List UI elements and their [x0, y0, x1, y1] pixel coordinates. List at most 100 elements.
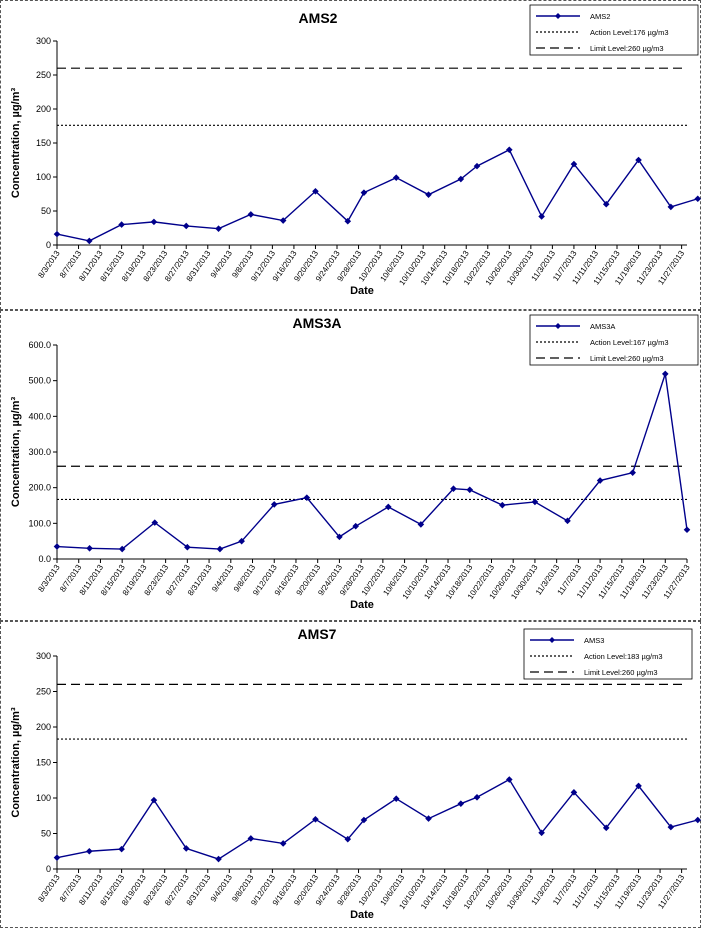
y-tick-label: 100.0: [28, 518, 51, 528]
data-point-marker: [216, 545, 224, 553]
data-point-marker: [457, 800, 465, 807]
legend-entry-label: Limit Level:260 µg/m3: [584, 668, 658, 677]
y-axis-label: Concentration, µg/m³: [10, 88, 22, 199]
data-point-marker: [538, 829, 545, 837]
data-point-marker: [499, 501, 506, 509]
data-point-marker: [635, 782, 642, 790]
y-tick-label: 0: [46, 864, 51, 874]
legend-entry-label: Action Level:176 µg/m3: [590, 28, 669, 37]
data-point-marker: [118, 545, 126, 553]
data-point-marker: [53, 543, 61, 550]
y-tick-label: 150: [36, 758, 51, 768]
chart-panel-ams2: AMS2 0 50 100 150 200 250 300 8/3/2013 8/7/2013 8/…: [0, 0, 701, 310]
legend-entry-label: AMS3A: [590, 322, 615, 331]
y-tick-label: 100: [36, 172, 51, 182]
data-point-marker: [182, 222, 190, 230]
data-point-marker: [506, 146, 513, 154]
data-point-marker: [238, 537, 245, 545]
series-line: [56, 778, 698, 860]
data-point-marker: [279, 840, 287, 847]
data-point-marker: [596, 477, 604, 484]
y-tick-label: 500.0: [28, 376, 51, 386]
y-axis-label: Concentration, µg/m³: [10, 397, 22, 508]
chart-title: AMS2: [299, 10, 338, 26]
data-point-marker: [425, 815, 432, 822]
data-point-marker: [694, 816, 701, 824]
data-point-marker: [270, 501, 278, 508]
chart-ams2: AMS20501001502002503008/3/20138/7/20138/…: [10, 4, 701, 297]
x-axis-label: Date: [350, 909, 374, 921]
data-point-marker: [417, 521, 425, 528]
y-tick-label: 250: [36, 70, 51, 80]
data-point-marker: [466, 486, 474, 494]
chart-title: AMS3A: [292, 315, 341, 331]
data-point-marker: [247, 835, 255, 842]
legend-entry-label: Action Level:167 µg/m3: [590, 338, 669, 347]
legend-entry-label: Action Level:183 µg/m3: [584, 652, 663, 661]
data-point-marker: [360, 189, 368, 196]
y-tick-label: 0.0: [38, 554, 51, 564]
y-tick-label: 200: [36, 104, 51, 114]
x-axis-label: Date: [350, 599, 374, 611]
legend-entry-label: Limit Level:260 µg/m3: [590, 44, 664, 53]
x-axis-label: Date: [350, 285, 374, 297]
y-tick-label: 600.0: [28, 340, 51, 350]
legend-marker: [555, 13, 561, 19]
y-tick-label: 300.0: [28, 447, 51, 457]
y-tick-label: 200: [36, 722, 51, 732]
data-point-marker: [279, 217, 287, 224]
y-tick-label: 50: [41, 206, 51, 216]
data-point-marker: [425, 191, 432, 198]
y-tick-label: 300: [36, 651, 51, 661]
data-point-marker: [457, 175, 465, 183]
y-tick-label: 250: [36, 687, 51, 697]
data-point-marker: [303, 494, 311, 501]
y-tick-label: 0: [46, 240, 51, 250]
legend-entry-label: Limit Level:260 µg/m3: [590, 354, 664, 363]
chart-ams7: AMS70501001502002503008/3/20138/7/20138/…: [10, 626, 701, 921]
chart-panel-ams7: AMS7 0 50 100 150 200 250 300 8/3/2013 8/7/2013 8/…: [0, 621, 701, 928]
chart-title: AMS7: [298, 626, 337, 642]
y-tick-label: 100: [36, 793, 51, 803]
y-tick-label: 200.0: [28, 483, 51, 493]
series-line: [56, 373, 688, 550]
data-point-marker: [473, 162, 481, 170]
data-point-marker: [629, 469, 636, 476]
y-tick-label: 400.0: [28, 411, 51, 421]
data-point-marker: [182, 845, 190, 852]
y-tick-label: 50: [41, 829, 51, 839]
data-point-marker: [667, 823, 675, 831]
data-point-marker: [635, 156, 642, 164]
data-point-marker: [215, 225, 222, 232]
data-point-marker: [531, 498, 539, 506]
data-point-marker: [86, 545, 93, 552]
data-point-marker: [247, 211, 255, 218]
data-point-marker: [392, 174, 400, 181]
data-point-marker: [661, 370, 669, 378]
data-point-marker: [336, 533, 343, 541]
data-point-marker: [570, 160, 578, 168]
data-point-marker: [352, 522, 360, 530]
data-point-marker: [602, 824, 610, 832]
data-point-marker: [344, 217, 352, 225]
data-point-marker: [312, 187, 319, 195]
data-point-marker: [694, 195, 701, 203]
legend-entry-label: AMS3: [584, 636, 604, 645]
data-point-marker: [392, 795, 400, 803]
data-point-marker: [450, 485, 457, 493]
data-point-marker: [53, 854, 61, 861]
data-point-marker: [53, 230, 61, 238]
data-point-marker: [215, 855, 222, 863]
data-point-marker: [538, 213, 545, 220]
y-tick-label: 150: [36, 138, 51, 148]
data-point-marker: [473, 793, 481, 801]
y-axis-label: Concentration, µg/m³: [10, 707, 22, 818]
data-point-marker: [184, 543, 191, 551]
chart-ams3a: AMS3A0.0100.0200.0300.0400.0500.0600.08/…: [10, 314, 699, 611]
series-line: [56, 148, 698, 242]
legend-marker: [555, 323, 561, 329]
data-point-marker: [384, 503, 392, 511]
data-point-marker: [683, 526, 691, 534]
legend-box: [529, 4, 699, 56]
data-point-marker: [667, 203, 675, 211]
